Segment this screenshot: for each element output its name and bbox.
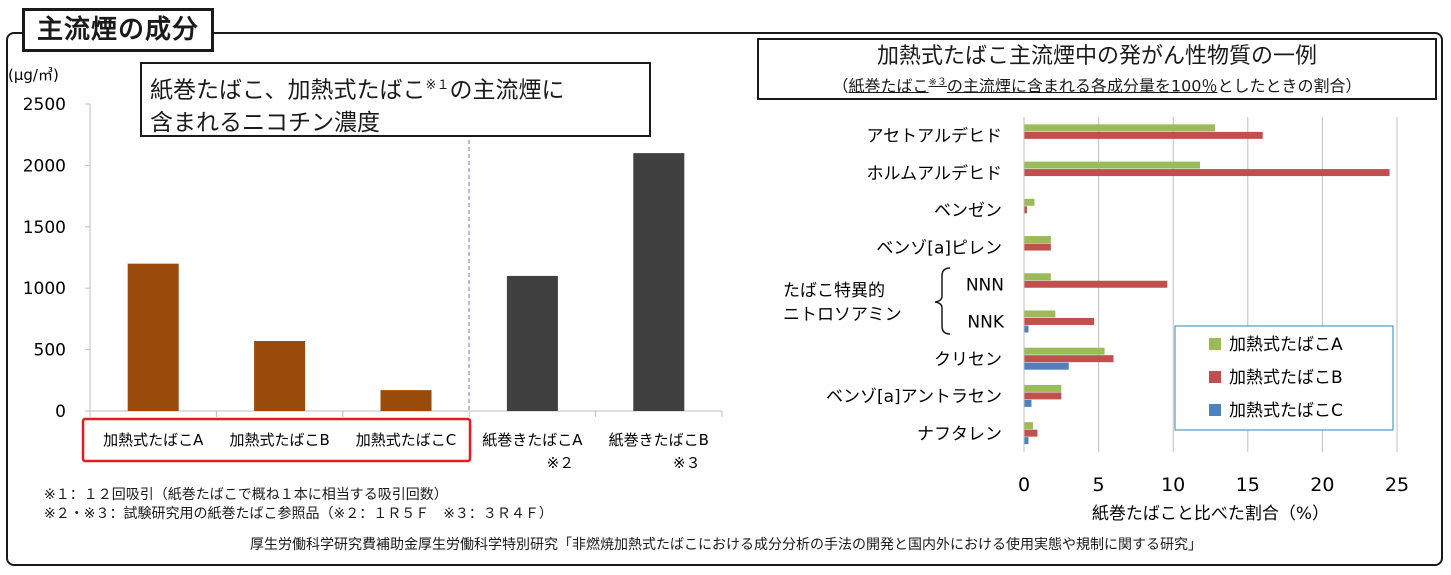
bar [380, 390, 432, 411]
bar [1024, 422, 1033, 430]
right-title-note-mark: ※３ [928, 77, 947, 88]
y-axis-unit: (μg/㎥) [8, 66, 59, 84]
bar [1024, 161, 1201, 169]
x-axis-title: 紙巻たばこと比べた割合（%） [1092, 504, 1329, 524]
x-tick-label: 25 [1385, 474, 1409, 496]
left-title-line2: 含まれるニコチン濃度 [150, 109, 380, 136]
bar [254, 341, 306, 411]
section-title: 主流煙の成分 [22, 8, 215, 52]
x-category-label: 紙巻きたばこB [609, 431, 709, 449]
x-category-label: 加熱式たばこB [229, 431, 329, 449]
content-frame [6, 32, 1443, 566]
legend-label: 加熱式たばこC [1229, 401, 1343, 421]
bar [1024, 384, 1062, 392]
x-category-label: 紙巻きたばこA [482, 431, 583, 449]
legend-swatch [1209, 338, 1221, 350]
left-chart-title: 紙巻たばこ、加熱式たばこ※１の主流煙に 含まれるニコチン濃度 [140, 62, 651, 137]
right-title-rest: としたときの割合） [1217, 76, 1362, 96]
bar [1024, 437, 1029, 445]
bar [1024, 317, 1095, 325]
y-category-label: ナフタレン [917, 424, 1002, 444]
right-title-line1: 加熱式たばこ主流煙中の発がん性物質の一例 [876, 44, 1317, 69]
y-tick-label: 0 [55, 402, 66, 422]
x-tick-label: 5 [1093, 474, 1105, 496]
y-category-label: ベンゼン [934, 201, 1002, 221]
bar [1024, 355, 1114, 363]
left-title-note-mark: ※１ [425, 78, 450, 93]
x-category-note: ※２ [547, 454, 575, 472]
y-category-label: クリセン [934, 350, 1002, 370]
y-tick-label: 1000 [23, 279, 66, 299]
bar [1024, 198, 1035, 206]
bar [1024, 325, 1029, 333]
y-tick-label: 2000 [23, 156, 66, 176]
y-category-label: ベンゾ[a]アントラセン [826, 387, 1002, 407]
y-category-label: ホルムアルデヒド [867, 163, 1003, 184]
y-tick-label: 500 [34, 341, 66, 361]
group-brace [934, 267, 951, 335]
right-chart-title: 加熱式たばこ主流煙中の発がん性物質の一例 （紙巻たばこ※３の主流煙に含まれる各成… [757, 38, 1437, 100]
left-title-rest: の主流煙に [449, 77, 565, 104]
y-tick-label: 2500 [23, 95, 66, 115]
bar [1024, 124, 1215, 132]
x-tick-label: 10 [1161, 474, 1185, 496]
bar [1024, 399, 1032, 407]
bar [1024, 347, 1105, 355]
x-tick-label: 20 [1310, 474, 1334, 496]
bar [1024, 273, 1051, 281]
bar [506, 275, 558, 411]
bar [1024, 169, 1390, 177]
bar [1024, 392, 1062, 400]
legend-label: 加熱式たばこB [1229, 368, 1343, 388]
bar [127, 263, 179, 411]
y-category-label: アセトアルデヒド [867, 126, 1003, 147]
x-tick-label: 0 [1018, 474, 1030, 496]
left-title-main: 紙巻たばこ、加熱式たばこ [150, 77, 426, 104]
bar [1024, 131, 1263, 139]
group-label: ニトロソアミン [783, 305, 902, 325]
footnotes: ※１：１２回吸引（紙巻たばこで概ね１本に相当する吸引回数） ※２・※３：試験研究… [44, 486, 553, 524]
right-title-underlined-b: の主流煙に含まれる各成分量を100％ [946, 76, 1218, 96]
right-title-line2: （紙巻たばこ※３の主流煙に含まれる各成分量を100％としたときの割合） [759, 72, 1435, 97]
bar [1024, 236, 1051, 244]
x-category-note: ※３ [673, 454, 701, 472]
footnote-1: ※１：１２回吸引（紙巻たばこで概ね１本に相当する吸引回数） [44, 487, 448, 503]
y-category-label: ベンゾ[a]ピレン [876, 238, 1002, 258]
bar [1024, 243, 1051, 251]
x-tick-label: 15 [1236, 474, 1260, 496]
y-tick-label: 1500 [23, 218, 66, 238]
right-title-underlined-a: 紙巻たばこ [848, 76, 929, 96]
bar [1024, 310, 1056, 318]
bar [633, 153, 685, 411]
legend-label: 加熱式たばこA [1229, 335, 1343, 355]
bar [1024, 362, 1069, 370]
x-category-label: 加熱式たばこC [356, 431, 456, 449]
source-citation: 厚生労働科学研究費補助金厚生労働科学特別研究「非燃焼加熱式たばこにおける成分分析… [250, 537, 1202, 553]
bar [1024, 280, 1168, 288]
footnote-2: ※２・※３：試験研究用の紙巻たばこ参照品（※２：１Ｒ５Ｆ ※３：３Ｒ４Ｆ） [44, 506, 553, 522]
bar [1024, 206, 1027, 214]
legend-swatch [1209, 371, 1221, 383]
bar [1024, 429, 1038, 437]
y-category-label: NNN [966, 276, 1004, 296]
highlight-box [81, 417, 472, 463]
right-title-open-paren: （ [832, 76, 849, 96]
y-category-label: NNK [967, 313, 1004, 333]
legend-swatch [1209, 404, 1221, 416]
x-category-label: 加熱式たばこA [103, 431, 204, 449]
group-label: たばこ特異的 [783, 281, 885, 301]
